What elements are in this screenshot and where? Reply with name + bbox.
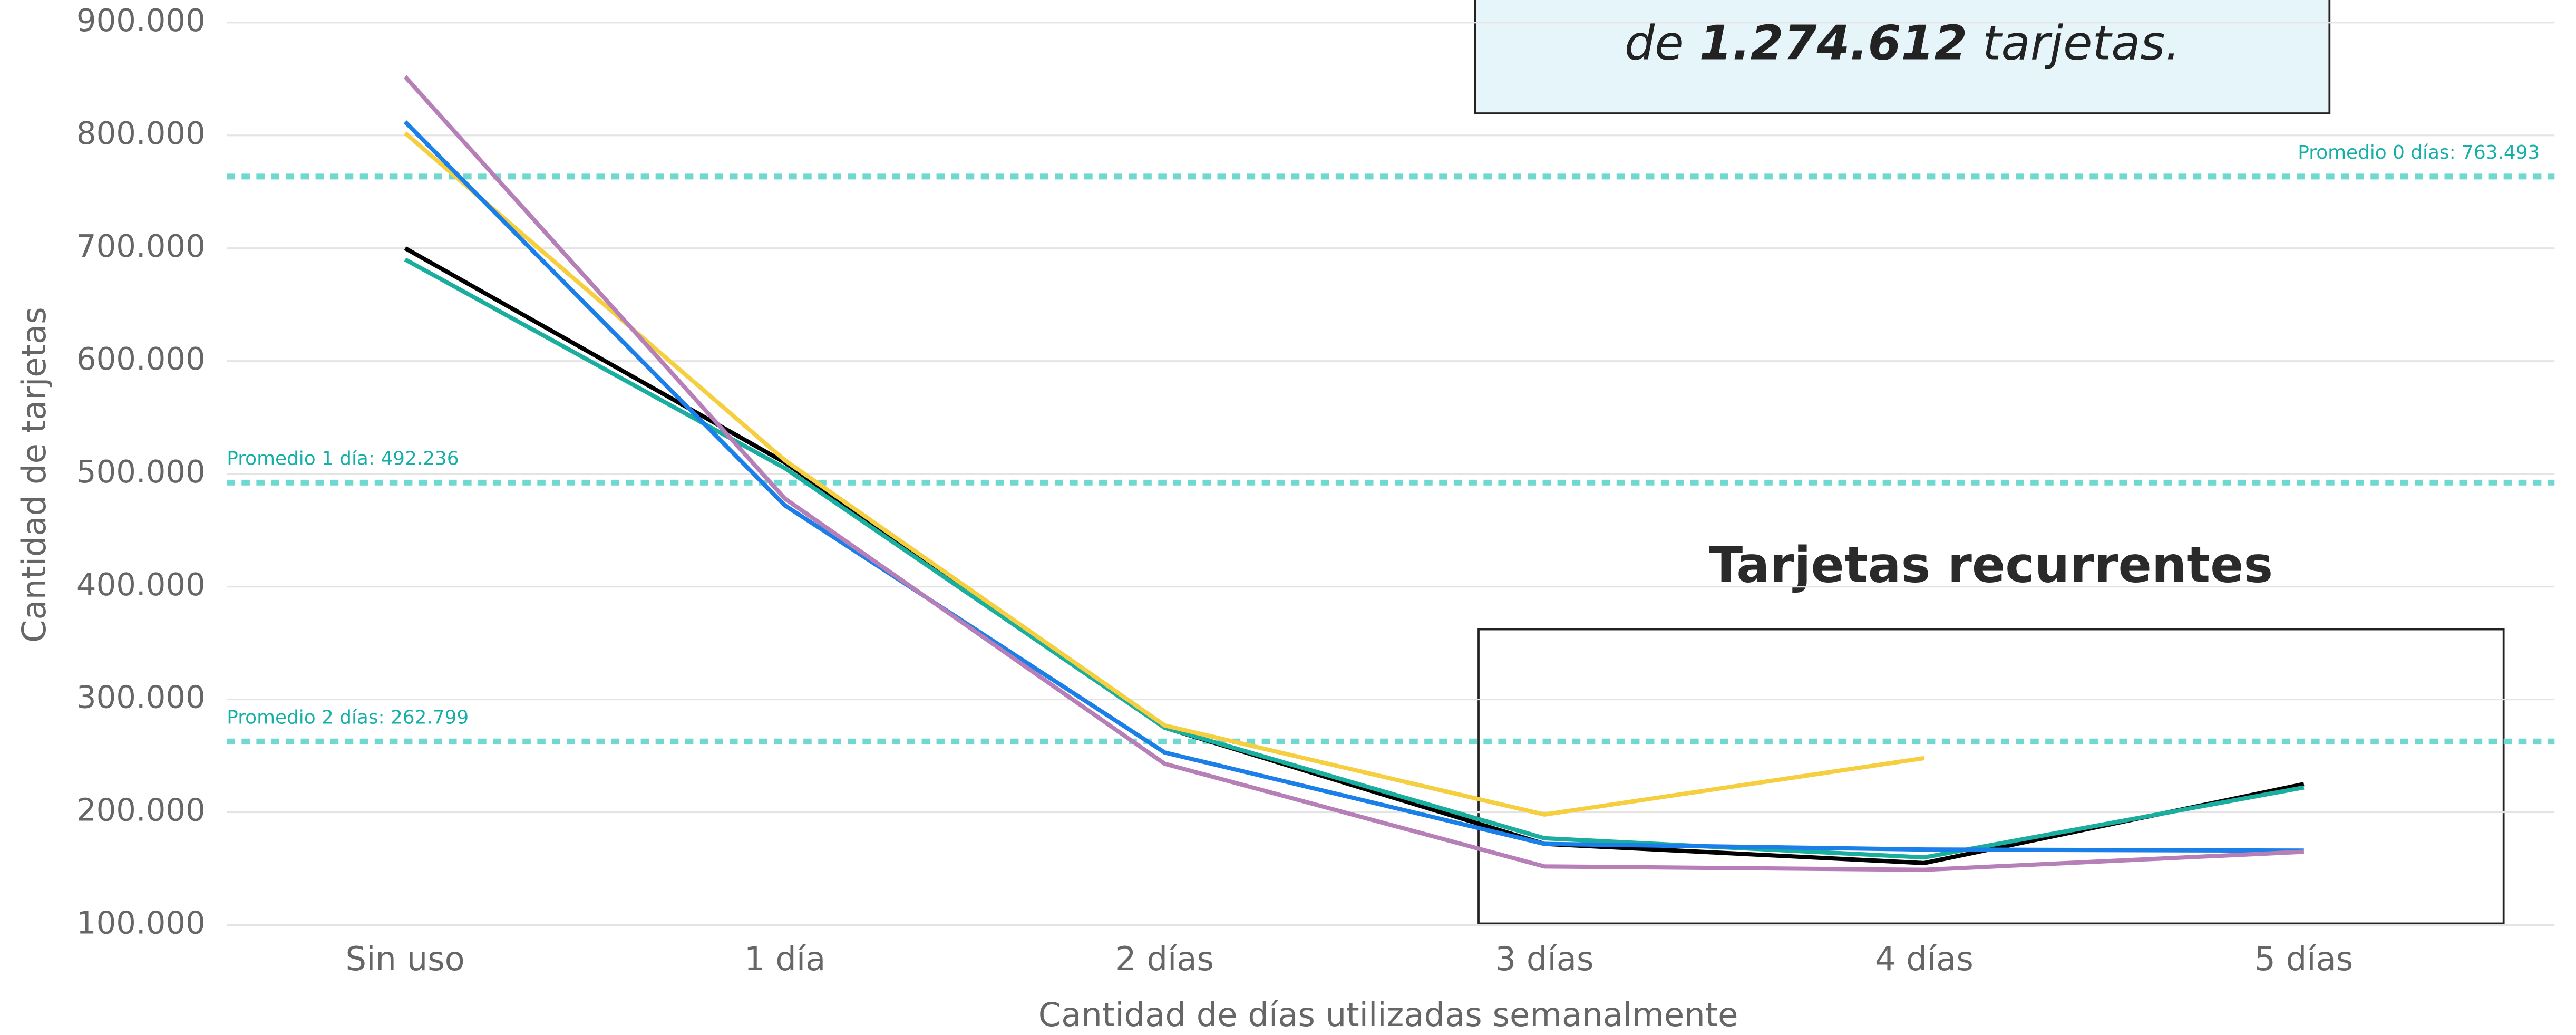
annotation-text: de — [1625, 15, 1699, 71]
x-tick-label: 3 días — [1495, 940, 1593, 978]
highlight-title: Tarjetas recurrentes — [1709, 537, 2273, 594]
reference-label: Promedio 0 días: 763.493 — [2298, 142, 2540, 163]
x-tick-label: 2 días — [1115, 940, 1214, 978]
annotation-text: tarjetas. — [1967, 15, 2180, 71]
y-tick-label: 100.000 — [76, 905, 206, 941]
x-tick-label: 1 día — [744, 940, 826, 978]
x-tick-label: Sin uso — [346, 940, 465, 978]
reference-label: Promedio 2 días: 262.799 — [227, 707, 469, 729]
series-line — [403, 120, 2304, 853]
y-tick-label: 700.000 — [76, 228, 206, 264]
y-tick-label: 300.000 — [76, 679, 206, 715]
annotation: de 1.274.612 tarjetas. — [1625, 15, 2180, 71]
y-tick-label: 200.000 — [76, 792, 206, 828]
y-tick-label: 800.000 — [76, 115, 206, 151]
y-tick-label: 500.000 — [76, 453, 206, 490]
highlight-box — [1477, 628, 2505, 925]
x-axis-title: Cantidad de días utilizadas semanalmente — [1038, 995, 1738, 1033]
y-axis-title: Cantidad de tarjetas — [15, 307, 53, 643]
series-line — [403, 75, 2304, 872]
reference-label: Promedio 1 día: 492.236 — [227, 448, 459, 470]
y-tick-label: 600.000 — [76, 341, 206, 377]
annotation-box — [1474, 0, 2331, 114]
series-line — [404, 257, 2305, 860]
x-tick-label: 4 días — [1875, 940, 1974, 978]
series-line — [404, 131, 1924, 817]
x-tick-label: 5 días — [2254, 940, 2353, 978]
plot: 100.000 200.000 300.000 400.000 500.000 600.0… — [76, 2, 2555, 978]
y-tick-label: 900.000 — [76, 2, 206, 38]
y-tick-label: 400.000 — [76, 566, 206, 603]
annotation-number: 1.274.612 — [1699, 15, 1968, 71]
